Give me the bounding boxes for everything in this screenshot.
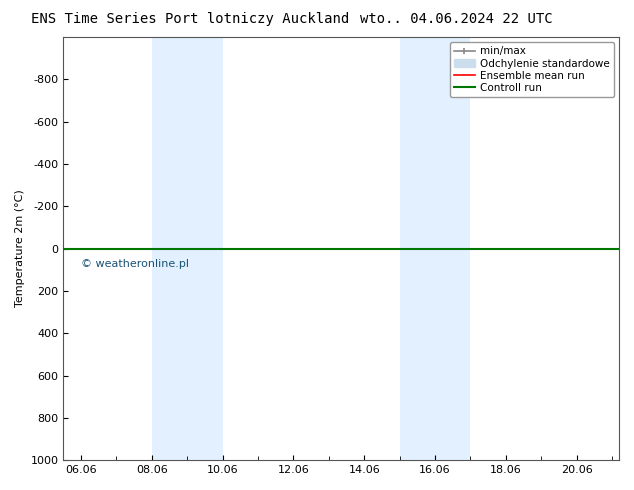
Text: © weatheronline.pl: © weatheronline.pl <box>81 259 189 269</box>
Bar <box>152 37 223 460</box>
Bar <box>399 37 470 460</box>
Text: wto.. 04.06.2024 22 UTC: wto.. 04.06.2024 22 UTC <box>360 12 553 26</box>
Text: ENS Time Series Port lotniczy Auckland: ENS Time Series Port lotniczy Auckland <box>31 12 349 26</box>
Legend: min/max, Odchylenie standardowe, Ensemble mean run, Controll run: min/max, Odchylenie standardowe, Ensembl… <box>450 42 614 97</box>
Y-axis label: Temperature 2m (°C): Temperature 2m (°C) <box>15 190 25 307</box>
